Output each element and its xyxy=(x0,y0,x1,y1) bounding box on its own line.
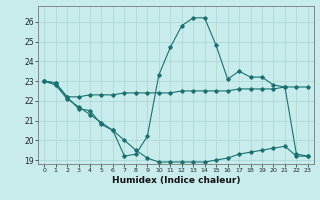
X-axis label: Humidex (Indice chaleur): Humidex (Indice chaleur) xyxy=(112,176,240,185)
